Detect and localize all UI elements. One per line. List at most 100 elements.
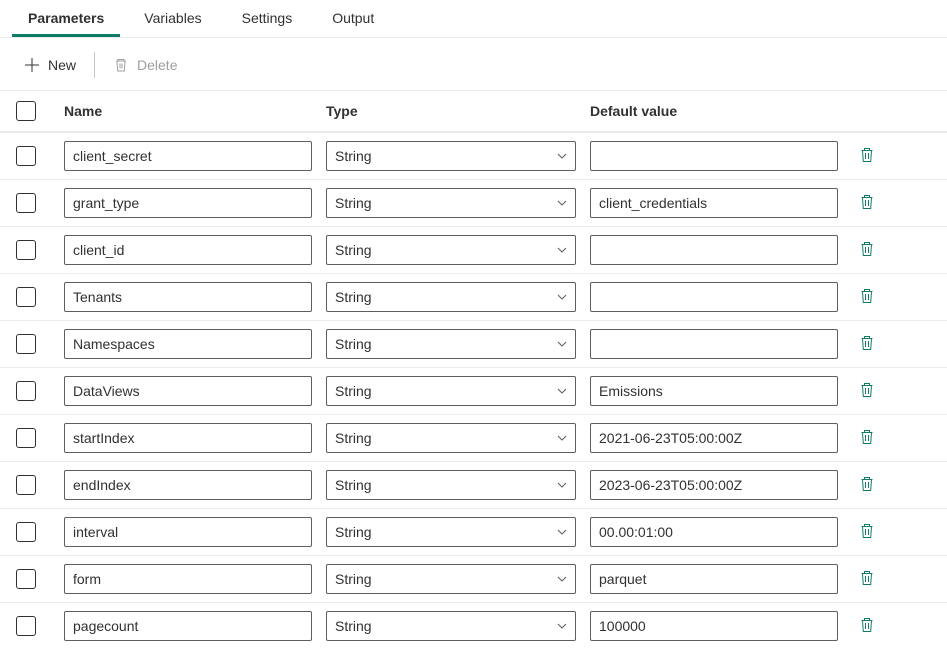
name-input[interactable] [64, 423, 312, 453]
delete-button-label: Delete [137, 57, 177, 73]
default-value-input[interactable] [590, 141, 838, 171]
delete-row-button[interactable] [857, 238, 877, 263]
new-button-label: New [48, 57, 76, 73]
default-value-input[interactable] [590, 470, 838, 500]
tab-bar: Parameters Variables Settings Output [0, 0, 947, 38]
table-row [0, 367, 947, 414]
row-checkbox[interactable] [16, 287, 36, 307]
type-select[interactable] [326, 329, 576, 359]
tab-settings[interactable]: Settings [226, 0, 309, 37]
name-input[interactable] [64, 188, 312, 218]
default-value-input[interactable] [590, 611, 838, 641]
default-value-input[interactable] [590, 517, 838, 547]
tab-label: Variables [144, 10, 201, 26]
delete-row-button[interactable] [857, 144, 877, 169]
default-value-input[interactable] [590, 564, 838, 594]
name-input[interactable] [64, 376, 312, 406]
table-row [0, 414, 947, 461]
delete-row-button[interactable] [857, 379, 877, 404]
table-row [0, 602, 947, 649]
type-select[interactable] [326, 376, 576, 406]
type-select[interactable] [326, 611, 576, 641]
type-select-value[interactable] [326, 517, 576, 547]
toolbar-separator [94, 52, 95, 78]
default-value-input[interactable] [590, 376, 838, 406]
table-row [0, 555, 947, 602]
tab-label: Output [332, 10, 374, 26]
row-checkbox[interactable] [16, 522, 36, 542]
tab-output[interactable]: Output [316, 0, 390, 37]
type-select-value[interactable] [326, 611, 576, 641]
default-value-input[interactable] [590, 329, 838, 359]
delete-row-button[interactable] [857, 567, 877, 592]
delete-button[interactable]: Delete [105, 53, 185, 77]
trash-icon [859, 475, 875, 493]
new-button[interactable]: New [16, 53, 84, 77]
select-all-checkbox[interactable] [16, 101, 36, 121]
delete-row-button[interactable] [857, 285, 877, 310]
type-select[interactable] [326, 141, 576, 171]
row-checkbox[interactable] [16, 428, 36, 448]
name-input[interactable] [64, 235, 312, 265]
name-input[interactable] [64, 141, 312, 171]
delete-row-button[interactable] [857, 520, 877, 545]
table-row [0, 132, 947, 179]
name-input[interactable] [64, 329, 312, 359]
delete-row-button[interactable] [857, 473, 877, 498]
type-select[interactable] [326, 282, 576, 312]
tab-label: Parameters [28, 10, 104, 26]
type-select-value[interactable] [326, 564, 576, 594]
row-checkbox[interactable] [16, 193, 36, 213]
type-select[interactable] [326, 517, 576, 547]
type-select[interactable] [326, 564, 576, 594]
table-row [0, 179, 947, 226]
row-checkbox[interactable] [16, 240, 36, 260]
trash-icon [859, 428, 875, 446]
type-select-value[interactable] [326, 329, 576, 359]
type-select-value[interactable] [326, 376, 576, 406]
type-select[interactable] [326, 235, 576, 265]
type-select-value[interactable] [326, 282, 576, 312]
type-select-value[interactable] [326, 470, 576, 500]
trash-icon [859, 381, 875, 399]
default-value-input[interactable] [590, 282, 838, 312]
name-input[interactable] [64, 282, 312, 312]
type-select-value[interactable] [326, 235, 576, 265]
column-header-default-value: Default value [590, 103, 838, 119]
table-row [0, 461, 947, 508]
type-select[interactable] [326, 188, 576, 218]
trash-icon [859, 616, 875, 634]
column-header-name: Name [64, 103, 312, 119]
grid-header-row: Name Type Default value [0, 90, 947, 132]
trash-icon [859, 287, 875, 305]
row-checkbox[interactable] [16, 381, 36, 401]
delete-row-button[interactable] [857, 614, 877, 639]
tab-parameters[interactable]: Parameters [12, 0, 120, 37]
tab-variables[interactable]: Variables [128, 0, 217, 37]
trash-icon [859, 240, 875, 258]
type-select-value[interactable] [326, 423, 576, 453]
plus-icon [24, 57, 40, 73]
row-checkbox[interactable] [16, 334, 36, 354]
delete-row-button[interactable] [857, 426, 877, 451]
table-row [0, 508, 947, 555]
type-select-value[interactable] [326, 141, 576, 171]
delete-row-button[interactable] [857, 332, 877, 357]
row-checkbox[interactable] [16, 569, 36, 589]
row-checkbox[interactable] [16, 475, 36, 495]
default-value-input[interactable] [590, 235, 838, 265]
delete-row-button[interactable] [857, 191, 877, 216]
name-input[interactable] [64, 517, 312, 547]
trash-icon [859, 334, 875, 352]
type-select[interactable] [326, 423, 576, 453]
name-input[interactable] [64, 564, 312, 594]
tab-label: Settings [242, 10, 293, 26]
row-checkbox[interactable] [16, 146, 36, 166]
default-value-input[interactable] [590, 423, 838, 453]
name-input[interactable] [64, 611, 312, 641]
default-value-input[interactable] [590, 188, 838, 218]
row-checkbox[interactable] [16, 616, 36, 636]
name-input[interactable] [64, 470, 312, 500]
type-select-value[interactable] [326, 188, 576, 218]
type-select[interactable] [326, 470, 576, 500]
